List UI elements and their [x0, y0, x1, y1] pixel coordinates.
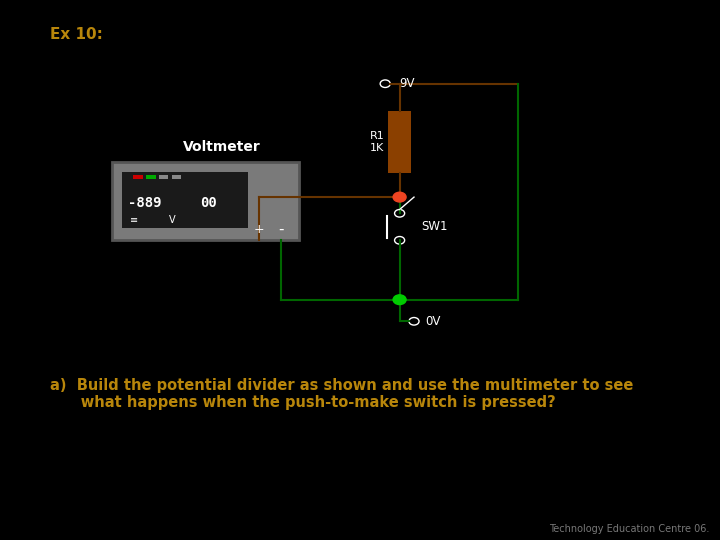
- Text: V: V: [169, 215, 176, 225]
- Text: ≡: ≡: [130, 215, 138, 225]
- Text: a)  Build the potential divider as shown and use the multimeter to see
      wha: a) Build the potential divider as shown …: [50, 378, 634, 410]
- Text: SW1: SW1: [421, 220, 448, 233]
- Text: Ex 10:: Ex 10:: [50, 27, 103, 42]
- Bar: [388, 111, 411, 173]
- Text: 9V: 9V: [400, 77, 415, 90]
- Text: Technology Education Centre 06.: Technology Education Centre 06.: [549, 523, 709, 534]
- Circle shape: [393, 192, 406, 202]
- Bar: [146, 175, 156, 179]
- Circle shape: [393, 295, 406, 305]
- Bar: [133, 175, 143, 179]
- Text: R1
1K: R1 1K: [370, 131, 384, 152]
- Bar: [159, 175, 168, 179]
- Text: 0V: 0V: [425, 315, 440, 328]
- Text: +: +: [254, 223, 264, 236]
- Text: -889: -889: [128, 196, 162, 210]
- Bar: [172, 175, 181, 179]
- Bar: [122, 172, 248, 228]
- Text: Voltmeter: Voltmeter: [183, 140, 261, 154]
- Bar: [112, 162, 299, 240]
- Text: 00: 00: [200, 196, 217, 210]
- Text: -: -: [278, 222, 284, 237]
